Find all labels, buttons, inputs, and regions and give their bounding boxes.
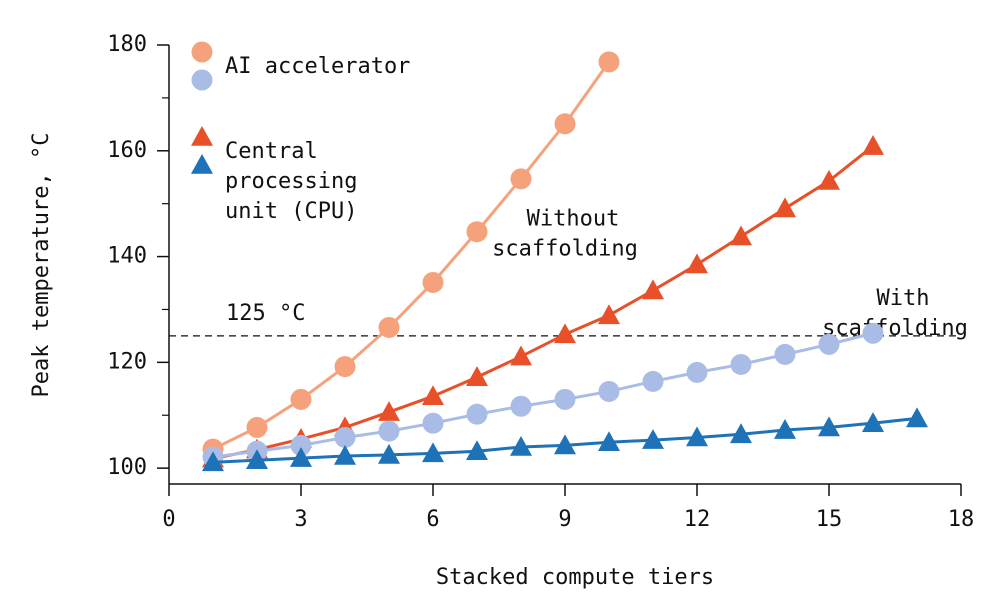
legend-label: unit (CPU) [225, 199, 357, 224]
y-tick-label: 100 [107, 455, 147, 480]
annotation: With [877, 286, 930, 311]
threshold-label: 125 °C [226, 301, 305, 326]
point [774, 197, 796, 218]
point [422, 442, 444, 463]
point [246, 449, 268, 469]
point [290, 388, 312, 410]
series-line [212, 61, 611, 451]
annotation: Without [527, 207, 620, 232]
point [686, 426, 708, 447]
point [906, 407, 928, 428]
point [818, 169, 840, 190]
y-tick-label: 180 [107, 32, 147, 57]
point [510, 435, 532, 456]
point [686, 361, 708, 383]
x-tick-label: 9 [558, 507, 571, 532]
point [290, 434, 312, 456]
point [510, 168, 532, 190]
point [686, 253, 708, 274]
point [422, 385, 444, 405]
y-tick-label: 120 [107, 349, 147, 374]
legend-label: processing [225, 169, 357, 194]
point [818, 333, 840, 355]
point [510, 395, 532, 417]
point [730, 423, 752, 444]
point [642, 370, 664, 392]
point [466, 403, 488, 425]
x-tick-label: 18 [948, 507, 975, 532]
point [202, 451, 224, 472]
point [510, 345, 532, 366]
point [554, 113, 576, 135]
y-axis-label: Peak temperature, °C [29, 133, 54, 398]
point [378, 443, 400, 464]
point [598, 51, 620, 73]
point [554, 323, 576, 344]
point [290, 447, 312, 467]
x-tick-label: 6 [426, 507, 439, 532]
point [246, 416, 268, 438]
point [862, 412, 884, 432]
point [554, 388, 576, 410]
point [466, 440, 488, 461]
x-axis-label: Stacked compute tiers [436, 565, 714, 590]
point [378, 316, 400, 338]
point [774, 419, 796, 439]
point [598, 380, 620, 402]
point [598, 431, 620, 452]
x-tick-label: 3 [294, 507, 307, 532]
x-tick-label: 12 [684, 507, 711, 532]
y-tick-label: 160 [107, 138, 147, 163]
y-tick-label: 140 [107, 244, 147, 269]
annotation: scaffolding [822, 316, 968, 341]
point [730, 225, 752, 246]
legend-marker [191, 154, 213, 174]
series-line [212, 331, 874, 459]
point [774, 343, 796, 365]
legend-label: Central [225, 139, 318, 164]
legend-marker [191, 41, 213, 63]
point [422, 271, 444, 293]
annotation: scaffolding [492, 237, 638, 262]
point [862, 135, 884, 155]
point [554, 434, 576, 455]
point [642, 279, 664, 300]
point [862, 322, 884, 344]
point [818, 416, 840, 437]
point [642, 429, 664, 449]
point [730, 353, 752, 375]
legend-marker [191, 69, 213, 91]
point [378, 401, 400, 421]
point [466, 221, 488, 243]
x-tick-label: 15 [816, 507, 843, 532]
legend-label: AI accelerator [225, 54, 410, 79]
point [334, 356, 356, 378]
legend-marker [191, 126, 213, 146]
point [378, 420, 400, 442]
point [422, 412, 444, 434]
point [334, 426, 356, 448]
point [334, 444, 356, 465]
series-line [212, 144, 874, 461]
point [466, 366, 488, 386]
point [598, 304, 620, 325]
x-tick-label: 0 [162, 507, 175, 532]
